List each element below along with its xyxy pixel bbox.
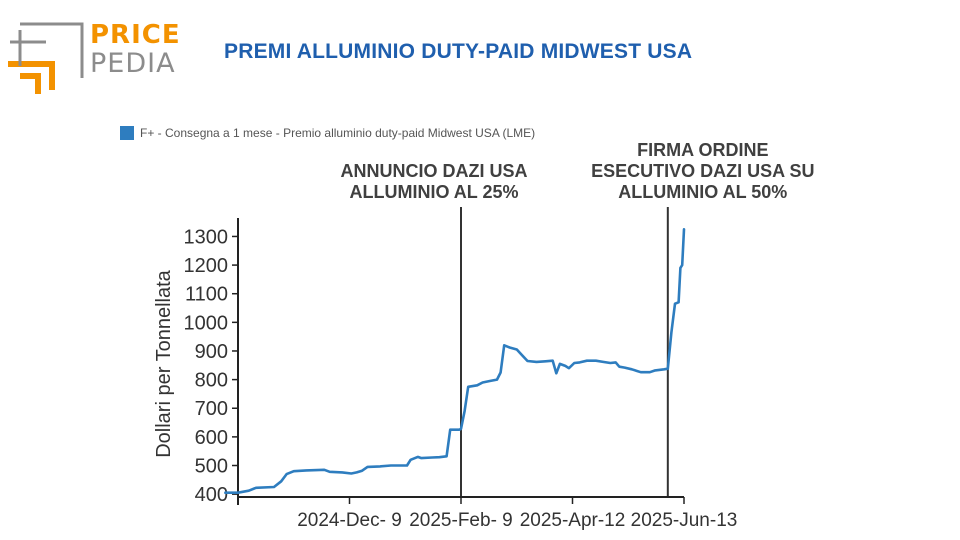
x-tick-label: 2024-Dec- 9	[297, 510, 402, 531]
y-tick-label: 700	[195, 398, 228, 420]
y-axis-label: Dollari per Tonnellata	[153, 269, 175, 457]
annotation-label: FIRMA ORDINE	[637, 140, 768, 160]
series-line	[224, 228, 686, 494]
y-tick-label: 900	[195, 341, 228, 363]
x-tick-label: 2025-Apr-12	[520, 510, 626, 531]
y-tick-label: 500	[195, 456, 228, 478]
y-tick-label: 800	[195, 370, 228, 392]
logo-mark	[8, 22, 84, 94]
annotation-label: ALLUMINIO AL 25%	[349, 182, 518, 202]
annotation-label: ALLUMINIO AL 50%	[618, 182, 787, 202]
chart-legend: F+ - Consegna a 1 mese - Premio allumini…	[120, 126, 535, 140]
logo-text-price: PRICE	[90, 20, 181, 50]
annotation-label: ANNUNCIO DAZI USA	[341, 161, 528, 181]
y-tick-label: 1100	[185, 284, 228, 306]
x-tick-label: 2025-Feb- 9	[409, 510, 513, 531]
pricepedia-logo: PRICE PEDIA	[6, 20, 181, 98]
logo-text-pedia: PEDIA	[90, 48, 176, 79]
legend-swatch	[120, 126, 134, 140]
series-layer	[224, 228, 686, 494]
x-tick-label: 2025-Jun-13	[631, 510, 738, 531]
page-title: PREMI ALLUMINIO DUTY-PAID MIDWEST USA	[224, 40, 693, 63]
axes: 400 500 600 700 800 900 1000 1100 1200 1300 2024-D…	[153, 218, 737, 531]
legend-label: F+ - Consegna a 1 mese - Premio allumini…	[140, 126, 536, 140]
y-tick-label: 1300	[184, 226, 229, 248]
y-tick-label: 600	[195, 427, 228, 449]
y-tick-label: 1200	[184, 255, 229, 277]
y-tick-label: 400	[195, 484, 228, 506]
y-tick-label: 1000	[184, 312, 229, 334]
annotation-label: ESECUTIVO DAZI USA SU	[591, 161, 814, 181]
